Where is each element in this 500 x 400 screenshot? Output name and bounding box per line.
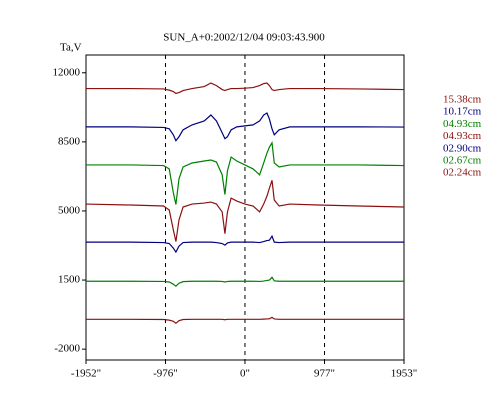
series-line: [86, 234, 404, 254]
legend-label: 04.93cm: [443, 118, 482, 130]
series-line: [86, 82, 405, 95]
legend-label: 15.38cm: [443, 94, 482, 106]
series-line: [86, 316, 404, 325]
x-tick-label: -976": [153, 368, 178, 380]
legend-label: 02.67cm: [443, 155, 482, 167]
y-axis-label: Ta,V: [60, 42, 82, 54]
x-tick-label: 1953": [391, 368, 418, 380]
series-line: [85, 180, 405, 242]
y-tick-label: -2000: [54, 343, 80, 355]
legend-label: 04.93cm: [443, 130, 482, 142]
series-line: [86, 141, 405, 205]
y-tick-label: 8500: [58, 135, 81, 147]
y-tick-label: 12000: [53, 66, 81, 78]
series-line: [86, 112, 405, 142]
chart-title: SUN_A+0:2002/12/04 09:03:43.900: [163, 32, 325, 44]
x-tick-label: 0": [240, 368, 250, 380]
x-tick-label: -1952": [71, 368, 101, 380]
x-tick-label: 977": [314, 368, 335, 380]
series-line: [86, 276, 404, 287]
legend-label: 02.24cm: [443, 167, 482, 179]
legend-label: 10.17cm: [443, 106, 482, 118]
y-tick-label: 5000: [58, 204, 81, 216]
legend-label: 02.90cm: [443, 142, 482, 154]
y-tick-label: 1500: [58, 274, 81, 286]
